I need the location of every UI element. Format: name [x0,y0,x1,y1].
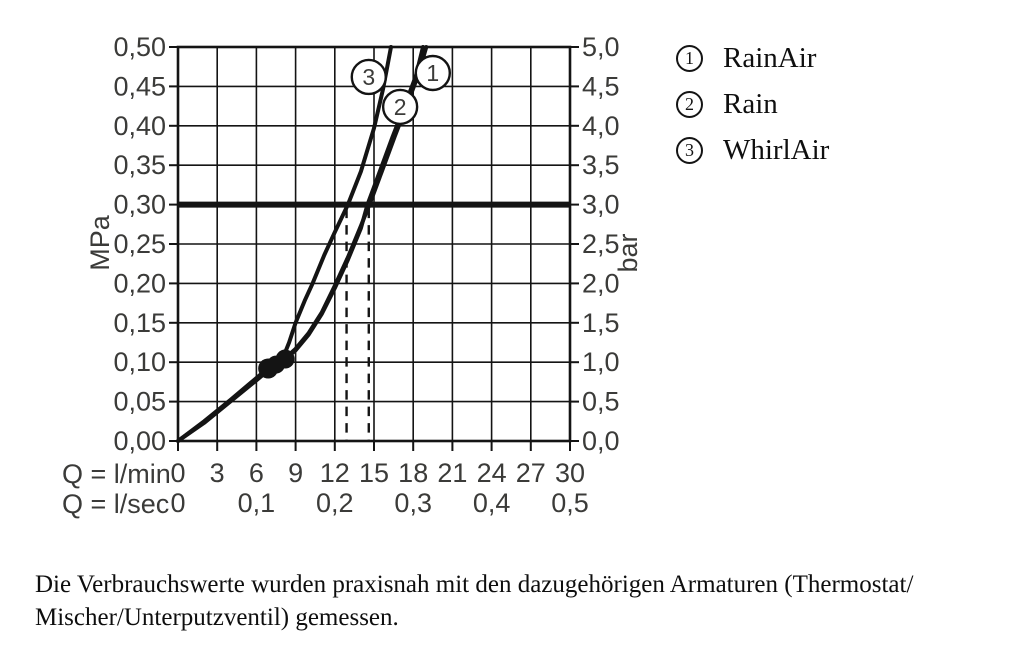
y-right-tick-label: 5,0 [582,32,620,62]
legend-number-3-icon: 3 [676,137,703,164]
y-axis-right-unit-label: bar [613,233,643,273]
operating-point-dot [275,349,295,369]
x-lmin-tick-label: 18 [398,458,428,488]
legend-item-whirlair: 3 WhirlAir [676,134,829,167]
y-left-tick-label: 0,30 [113,190,166,220]
x-lmin-tick-label: 27 [516,458,546,488]
x-lmin-tick-label: 24 [477,458,507,488]
y-left-tick-label: 0,45 [113,71,166,101]
x-lmin-tick-label: 15 [359,458,389,488]
y-right-tick-label: 4,5 [582,71,620,101]
curve-label-circle-1 [414,54,451,92]
y-left-tick-label: 0,05 [113,387,166,417]
x-lsec-tick-label: 0 [170,488,185,518]
x-lmin-tick-label: 3 [210,458,225,488]
y-right-tick-label: 1,5 [582,308,620,338]
legend-label-rainair: RainAir [723,42,817,74]
legend-label-whirlair: WhirlAir [723,134,830,166]
caption: Die Verbrauchswerte wurden praxisnah mit… [35,568,913,634]
x-lsec-tick-label: 0,3 [394,488,432,518]
curve-label-number-1: 1 [426,60,439,86]
y-left-tick-label: 0,15 [113,308,166,338]
y-right-tick-label: 3,5 [582,150,620,180]
y-left-tick-label: 0,25 [113,229,166,259]
y-right-tick-label: 3,0 [582,190,620,220]
y-left-tick-label: 0,50 [113,32,166,62]
y-left-tick-label: 0,10 [113,347,166,377]
curve-label-number-3: 3 [362,64,375,90]
x-lsec-tick-label: 0,5 [551,488,589,518]
y-right-tick-label: 0,5 [582,387,620,417]
legend-number-2-icon: 2 [676,91,703,118]
curve-label-circle-2 [381,88,419,126]
curve-label-circle-3 [350,58,387,96]
x-lmin-tick-label: 21 [437,458,467,488]
caption-line-1: Die Verbrauchswerte wurden praxisnah mit… [35,571,914,598]
legend-number-1-icon: 1 [676,45,703,72]
x-lsec-tick-label: 0,2 [316,488,354,518]
y-axis-left-unit-label: MPa [85,215,115,271]
x-lmin-tick-label: 9 [288,458,303,488]
y-left-tick-label: 0,40 [113,111,166,141]
x-axis-lsec-unit-label: Q = l/sec [62,489,170,519]
x-lsec-tick-label: 0,1 [238,488,276,518]
x-lmin-tick-label: 0 [170,458,185,488]
y-right-tick-label: 2,5 [582,229,620,259]
x-axis-lmin-unit-label: Q = l/min [62,459,171,489]
legend-label-rain: Rain [723,88,778,120]
y-left-tick-label: 0,20 [113,268,166,298]
y-right-tick-label: 0,0 [582,426,620,456]
caption-line-2: Mischer/Unterputzventil) gemessen. [35,604,399,631]
x-lsec-tick-label: 0,4 [473,488,511,518]
y-right-tick-label: 1,0 [582,347,620,377]
y-right-tick-label: 2,0 [582,268,620,298]
x-lmin-tick-label: 6 [249,458,264,488]
legend-item-rain: 2 Rain [676,88,829,121]
curve-label-number-2: 2 [394,94,407,120]
y-left-tick-label: 0,00 [113,426,166,456]
x-lmin-tick-label: 30 [555,458,585,488]
y-right-tick-label: 4,0 [582,111,620,141]
legend-item-rainair: 1 RainAir [676,42,829,75]
curve-rainair [176,45,429,443]
x-lmin-tick-label: 12 [320,458,350,488]
legend: 1 RainAir 2 Rain 3 WhirlAir [676,42,829,180]
y-left-tick-label: 0,35 [113,150,166,180]
